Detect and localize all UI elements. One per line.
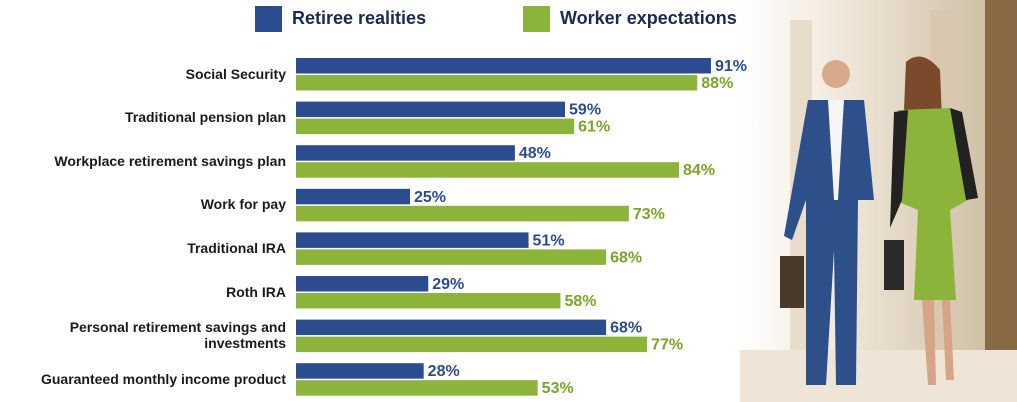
value-label: 51%	[533, 232, 565, 249]
value-label: 61%	[578, 119, 610, 136]
value-label: 25%	[414, 189, 446, 206]
bar	[296, 118, 575, 135]
bar	[296, 276, 429, 292]
bar	[296, 293, 561, 309]
category-label: Work for pay	[200, 196, 286, 213]
value-label: 53%	[542, 380, 574, 397]
category-label: Guaranteed monthly income product	[40, 370, 286, 387]
value-label: 29%	[432, 276, 464, 293]
bar	[296, 188, 410, 205]
bar	[296, 162, 680, 178]
photo	[740, 0, 1017, 402]
category-label: Traditional IRA	[187, 239, 286, 256]
value-label: 58%	[564, 293, 596, 310]
value-label: 77%	[651, 337, 683, 354]
legend-label: Worker expectations	[560, 8, 737, 28]
category-label: Traditional pension plan	[124, 109, 286, 126]
value-label: 68%	[610, 249, 642, 266]
value-label: 88%	[701, 75, 733, 92]
bar	[296, 249, 607, 265]
bar	[296, 58, 711, 74]
bar	[296, 363, 424, 379]
legend-label: Retiree realities	[292, 8, 426, 28]
category-label: Social Security	[185, 65, 286, 82]
bar	[296, 75, 698, 91]
bar	[296, 232, 529, 248]
bar	[296, 380, 538, 396]
bar	[296, 205, 629, 222]
bar	[296, 319, 607, 336]
value-label: 68%	[610, 320, 642, 337]
category-label: Roth IRA	[226, 283, 286, 300]
legend-swatch	[523, 6, 550, 32]
value-label: 91%	[715, 58, 747, 75]
value-label: 59%	[569, 102, 601, 119]
bar	[296, 101, 566, 118]
category-label: Workplace retirement savings plan	[54, 152, 286, 169]
category-label: Personal retirement savings and investme…	[69, 319, 286, 352]
value-label: 84%	[683, 162, 715, 179]
value-label: 28%	[428, 363, 460, 380]
bar	[296, 145, 515, 161]
value-label: 73%	[633, 206, 665, 223]
bar	[296, 336, 648, 353]
value-label: 48%	[519, 145, 551, 162]
legend-swatch	[255, 6, 282, 32]
